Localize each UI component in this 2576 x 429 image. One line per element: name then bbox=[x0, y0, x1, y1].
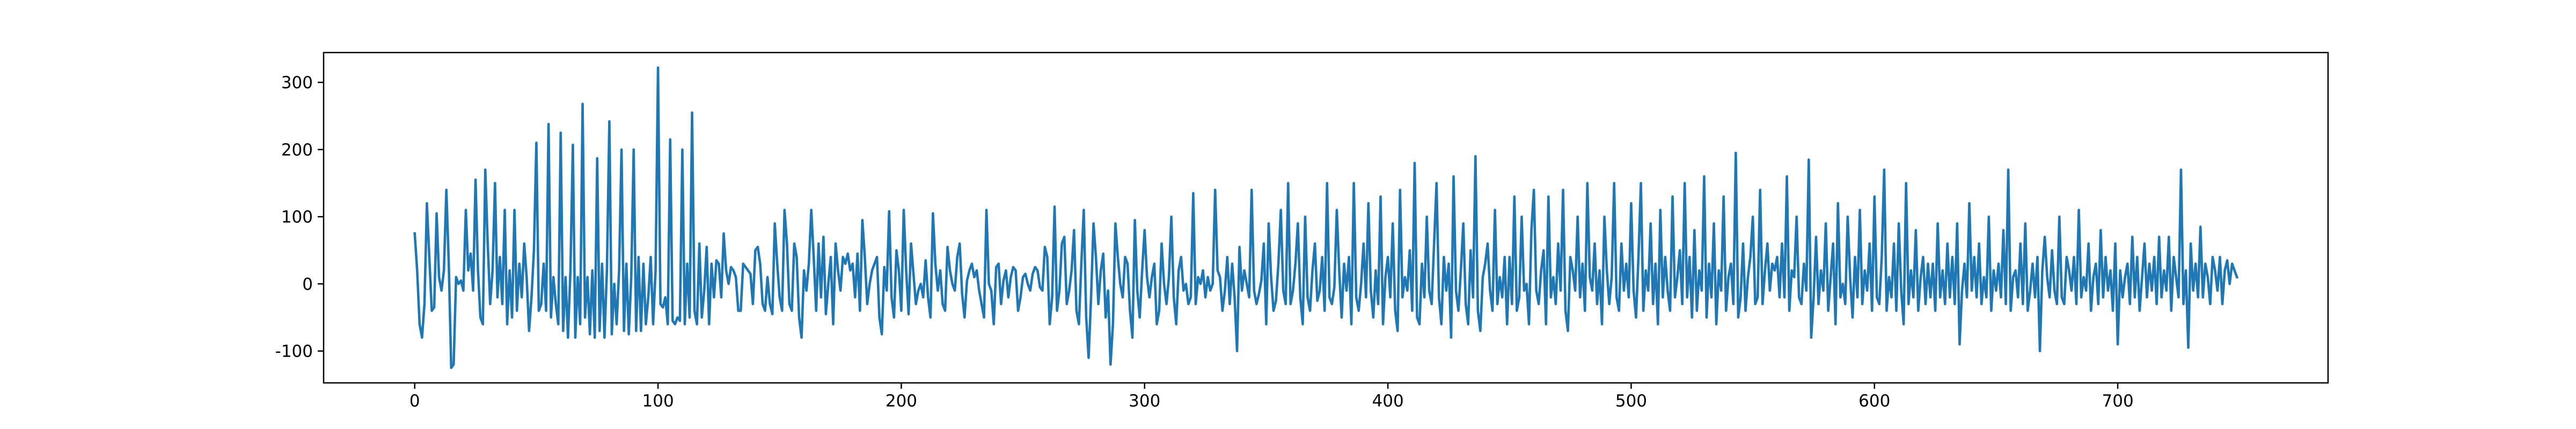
y-tick-label: 100 bbox=[281, 208, 313, 227]
y-tick-label: 200 bbox=[281, 140, 313, 160]
x-tick-label: 200 bbox=[885, 391, 917, 411]
plot-frame bbox=[323, 51, 2329, 384]
x-tick-label: 700 bbox=[2102, 391, 2134, 411]
data-line bbox=[413, 66, 2239, 369]
x-tick-label: 500 bbox=[1615, 391, 1647, 411]
x-tick-label: 100 bbox=[642, 391, 674, 411]
y-tick-label: 300 bbox=[281, 73, 313, 93]
x-tick-label: 300 bbox=[1129, 391, 1160, 411]
y-tick-label: -100 bbox=[275, 342, 313, 361]
y-tick-label: 0 bbox=[302, 275, 313, 294]
x-tick-label: 0 bbox=[409, 391, 420, 411]
x-tick-label: 600 bbox=[1858, 391, 1890, 411]
x-tick-label: 400 bbox=[1372, 391, 1404, 411]
